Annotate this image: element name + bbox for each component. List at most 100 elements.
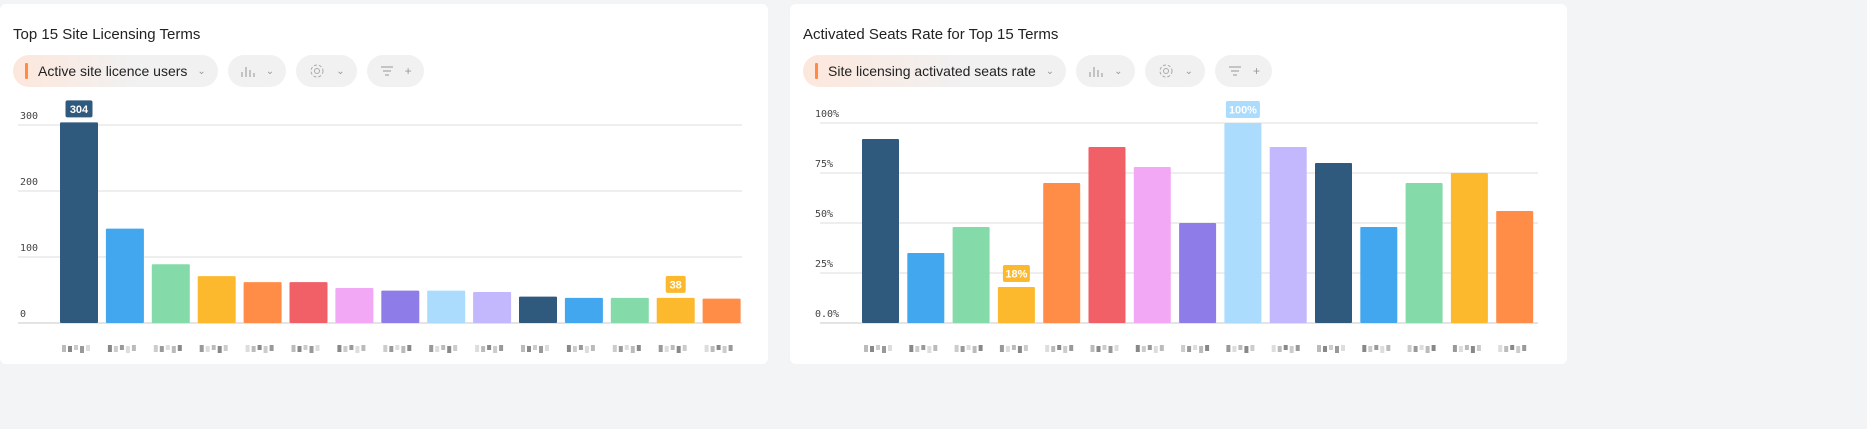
redacted-pixel bbox=[1250, 345, 1255, 351]
x-tick-label-redacted bbox=[337, 345, 366, 353]
redacted-pixel bbox=[1277, 346, 1282, 352]
redacted-pixel bbox=[658, 345, 663, 352]
chart-type-button[interactable]: ⌄ bbox=[227, 55, 287, 87]
redacted-pixel bbox=[1017, 346, 1022, 353]
bar bbox=[105, 228, 144, 323]
chart-title: Activated Seats Rate for Top 15 Terms bbox=[803, 26, 1059, 43]
redacted-pixel bbox=[1063, 346, 1068, 353]
redacted-pixel bbox=[153, 345, 158, 352]
redacted-pixel bbox=[1199, 346, 1204, 353]
data-label: 304 bbox=[70, 104, 89, 116]
chevron-down-icon: ⌄ bbox=[1114, 65, 1123, 77]
redacted-pixel bbox=[590, 345, 595, 351]
redacted-pixel bbox=[245, 345, 250, 352]
metric-selector[interactable]: Site licensing activated seats rate ⌄ bbox=[803, 55, 1067, 87]
data-label: 38 bbox=[670, 279, 682, 291]
redacted-pixel bbox=[269, 345, 274, 351]
x-tick-label-redacted bbox=[864, 345, 892, 353]
chart-type-button[interactable]: ⌄ bbox=[1076, 55, 1135, 87]
redacted-pixel bbox=[1283, 345, 1288, 350]
redacted-pixel bbox=[389, 346, 394, 352]
x-tick-label-redacted bbox=[658, 345, 687, 353]
redacted-pixel bbox=[297, 346, 302, 352]
redacted-pixel bbox=[578, 345, 583, 350]
redacted-pixel bbox=[407, 345, 412, 351]
redacted-pixel bbox=[1226, 345, 1231, 352]
x-tick-label-redacted bbox=[383, 345, 412, 353]
bar bbox=[1133, 167, 1171, 323]
x-tick-label-redacted bbox=[291, 345, 320, 353]
redacted-pixel bbox=[1323, 346, 1327, 352]
bar bbox=[381, 290, 420, 323]
x-tick-label-redacted bbox=[954, 345, 983, 353]
bar bbox=[151, 264, 190, 323]
redacted-pixel bbox=[211, 345, 216, 350]
redacted-pixel bbox=[1368, 346, 1373, 352]
redacted-pixel bbox=[1244, 346, 1249, 353]
redacted-pixel bbox=[1386, 345, 1391, 351]
bar-chart-icon bbox=[1089, 67, 1103, 77]
y-tick-label: 25% bbox=[815, 259, 833, 270]
redacted-pixel bbox=[1232, 346, 1237, 352]
redacted-pixel bbox=[1005, 346, 1010, 352]
redacted-pixel bbox=[86, 345, 90, 351]
filter-icon bbox=[380, 66, 393, 76]
redacted-pixel bbox=[1380, 346, 1385, 353]
bar bbox=[519, 296, 557, 323]
x-tick-label-redacted bbox=[475, 345, 504, 353]
bar bbox=[656, 297, 695, 323]
redacted-pixel bbox=[1135, 345, 1140, 352]
redacted-pixel bbox=[441, 345, 446, 350]
redacted-pixel bbox=[401, 346, 406, 353]
redacted-pixel bbox=[499, 345, 504, 351]
x-tick-label-redacted bbox=[704, 345, 733, 353]
redacted-pixel bbox=[343, 346, 348, 352]
filter-button[interactable]: + bbox=[366, 55, 424, 87]
redacted-pixel bbox=[475, 345, 480, 352]
y-tick-label: 50% bbox=[815, 209, 833, 220]
redacted-pixel bbox=[876, 345, 880, 350]
chevron-down-icon: ⌄ bbox=[197, 65, 206, 77]
y-tick-label: 0 bbox=[20, 309, 26, 320]
redacted-pixel bbox=[395, 345, 400, 350]
metric-label: Site licensing activated seats rate bbox=[828, 63, 1036, 79]
bar bbox=[1360, 227, 1398, 323]
redacted-pixel bbox=[933, 345, 938, 351]
settings-button[interactable]: ⌄ bbox=[1144, 55, 1205, 87]
bar-chart-left: 0 100 200 300 304 38 bbox=[18, 100, 742, 353]
redacted-pixel bbox=[205, 346, 210, 352]
redacted-pixel bbox=[1153, 346, 1158, 353]
x-tick-label-redacted bbox=[1407, 345, 1436, 353]
redacted-pixel bbox=[1498, 345, 1503, 352]
redacted-pixel bbox=[1051, 346, 1056, 352]
x-tick-label-redacted bbox=[1135, 345, 1164, 353]
redacted-pixel bbox=[728, 345, 733, 351]
settings-button[interactable]: ⌄ bbox=[296, 55, 357, 87]
redacted-pixel bbox=[361, 345, 366, 351]
redacted-pixel bbox=[1181, 345, 1186, 352]
filter-button[interactable]: + bbox=[1214, 55, 1272, 87]
redacted-pixel bbox=[954, 345, 959, 352]
redacted-pixel bbox=[1329, 345, 1333, 350]
x-tick-label-redacted bbox=[612, 345, 641, 353]
metric-selector[interactable]: Active site licence users ⌄ bbox=[13, 55, 218, 87]
redacted-pixel bbox=[909, 345, 914, 352]
redacted-pixel bbox=[978, 345, 983, 351]
redacted-pixel bbox=[1090, 345, 1095, 352]
bar bbox=[564, 297, 603, 323]
redacted-pixel bbox=[1504, 346, 1509, 352]
bar bbox=[335, 288, 374, 323]
x-tick-label-redacted bbox=[429, 345, 458, 353]
redacted-pixel bbox=[999, 345, 1004, 352]
redacted-pixel bbox=[171, 346, 176, 353]
data-label-badge bbox=[1225, 101, 1260, 118]
redacted-pixel bbox=[636, 345, 641, 351]
redacted-pixel bbox=[664, 346, 669, 352]
redacted-pixel bbox=[864, 345, 868, 352]
redacted-pixel bbox=[533, 345, 537, 350]
chart-controls: Site licensing activated seats rate ⌄ ⌄ … bbox=[803, 55, 1272, 87]
redacted-pixel bbox=[1362, 345, 1367, 352]
redacted-pixel bbox=[539, 346, 543, 353]
redacted-pixel bbox=[1464, 345, 1469, 350]
bar bbox=[1179, 223, 1217, 323]
